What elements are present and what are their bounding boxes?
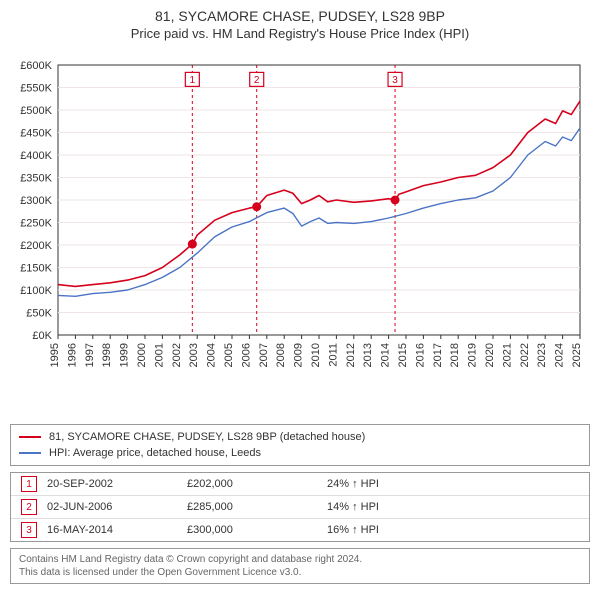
- svg-text:£200K: £200K: [20, 240, 52, 252]
- event-price: £202,000: [187, 478, 327, 490]
- legend-label: HPI: Average price, detached house, Leed…: [49, 447, 261, 459]
- event-date: 16-MAY-2014: [47, 524, 187, 536]
- svg-text:2012: 2012: [345, 343, 357, 367]
- svg-text:2007: 2007: [258, 343, 270, 367]
- svg-text:£550K: £550K: [20, 83, 52, 95]
- svg-text:£100K: £100K: [20, 285, 52, 297]
- svg-text:£150K: £150K: [20, 263, 52, 275]
- svg-text:2014: 2014: [380, 343, 392, 367]
- svg-text:2001: 2001: [153, 343, 165, 367]
- legend-row: 81, SYCAMORE CHASE, PUDSEY, LS28 9BP (de…: [19, 429, 581, 445]
- event-diff: 24% ↑ HPI: [327, 478, 589, 490]
- svg-text:2004: 2004: [206, 343, 218, 367]
- legend-swatch: [19, 436, 41, 438]
- svg-text:1999: 1999: [119, 343, 131, 367]
- svg-text:3: 3: [392, 75, 398, 86]
- svg-text:£500K: £500K: [20, 105, 52, 117]
- svg-text:2019: 2019: [467, 343, 479, 367]
- event-price: £285,000: [187, 501, 327, 513]
- svg-text:2022: 2022: [519, 343, 531, 367]
- price-hpi-chart: £0K £50K £100K £150K £200K £250K £300K £350K £40…: [10, 47, 590, 377]
- svg-text:1: 1: [190, 75, 196, 86]
- svg-text:1998: 1998: [101, 343, 113, 367]
- footer-line-1: Contains HM Land Registry data © Crown c…: [19, 553, 581, 566]
- svg-text:£450K: £450K: [20, 128, 52, 140]
- svg-text:£0K: £0K: [32, 330, 52, 342]
- svg-text:2017: 2017: [432, 343, 444, 367]
- svg-text:2023: 2023: [536, 343, 548, 367]
- svg-text:2011: 2011: [327, 343, 339, 367]
- licence-footer: Contains HM Land Registry data © Crown c…: [10, 548, 590, 584]
- svg-text:£300K: £300K: [20, 195, 52, 207]
- event-row: 1 20-SEP-2002£202,00024% ↑ HPI: [11, 473, 589, 495]
- footer-line-2: This data is licensed under the Open Gov…: [19, 566, 581, 579]
- svg-text:2018: 2018: [449, 343, 461, 367]
- svg-text:£250K: £250K: [20, 218, 52, 230]
- event-marker-icon: 3: [21, 522, 37, 538]
- svg-text:2003: 2003: [188, 343, 200, 367]
- svg-text:1996: 1996: [66, 343, 78, 367]
- svg-text:2016: 2016: [414, 343, 426, 367]
- svg-text:2021: 2021: [501, 343, 513, 367]
- event-row: 3 16-MAY-2014£300,00016% ↑ HPI: [11, 518, 589, 541]
- svg-text:2010: 2010: [310, 343, 322, 367]
- event-marker-icon: 2: [21, 499, 37, 515]
- event-diff: 16% ↑ HPI: [327, 524, 589, 536]
- svg-text:2015: 2015: [397, 343, 409, 367]
- svg-text:2025: 2025: [571, 343, 583, 367]
- svg-text:2005: 2005: [223, 343, 235, 367]
- svg-text:£400K: £400K: [20, 150, 52, 162]
- event-row: 2 02-JUN-2006£285,00014% ↑ HPI: [11, 495, 589, 518]
- event-diff: 14% ↑ HPI: [327, 501, 589, 513]
- svg-text:2020: 2020: [484, 343, 496, 367]
- svg-text:£50K: £50K: [26, 308, 52, 320]
- svg-text:£600K: £600K: [20, 60, 52, 72]
- event-date: 20-SEP-2002: [47, 478, 187, 490]
- legend-swatch: [19, 452, 41, 454]
- svg-text:2009: 2009: [293, 343, 305, 367]
- svg-text:1997: 1997: [84, 343, 96, 367]
- chart-title: 81, SYCAMORE CHASE, PUDSEY, LS28 9BP: [10, 8, 590, 24]
- svg-text:2008: 2008: [275, 343, 287, 367]
- events-table: 1 20-SEP-2002£202,00024% ↑ HPI 2 02-JUN-200…: [10, 472, 590, 542]
- event-marker-icon: 1: [21, 476, 37, 492]
- svg-text:2: 2: [254, 75, 260, 86]
- svg-text:2000: 2000: [136, 343, 148, 367]
- legend: 81, SYCAMORE CHASE, PUDSEY, LS28 9BP (de…: [10, 424, 590, 466]
- svg-text:1995: 1995: [49, 343, 61, 367]
- svg-text:2002: 2002: [171, 343, 183, 367]
- svg-text:2013: 2013: [362, 343, 374, 367]
- legend-label: 81, SYCAMORE CHASE, PUDSEY, LS28 9BP (de…: [49, 431, 365, 443]
- event-price: £300,000: [187, 524, 327, 536]
- svg-text:£350K: £350K: [20, 173, 52, 185]
- svg-text:2024: 2024: [554, 343, 566, 367]
- svg-text:2006: 2006: [240, 343, 252, 367]
- event-date: 02-JUN-2006: [47, 501, 187, 513]
- chart-subtitle: Price paid vs. HM Land Registry's House …: [10, 26, 590, 41]
- legend-row: HPI: Average price, detached house, Leed…: [19, 445, 581, 461]
